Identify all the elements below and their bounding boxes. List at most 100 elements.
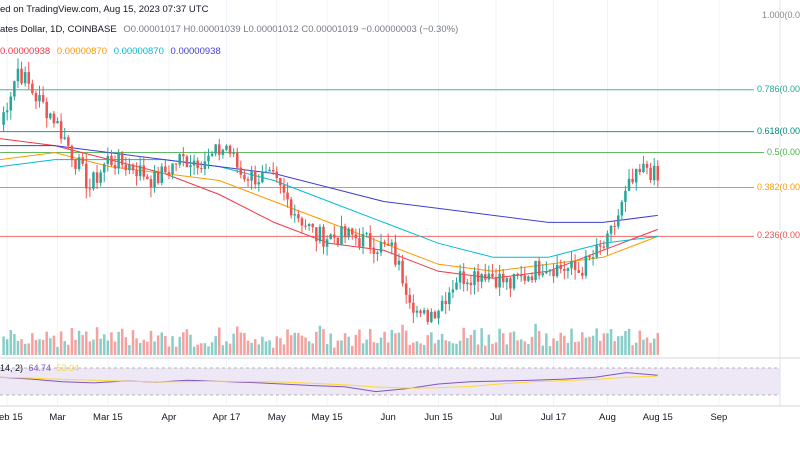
candle-body bbox=[81, 157, 84, 164]
volume-bar bbox=[311, 343, 314, 355]
x-tick-label: Aug 15 bbox=[642, 412, 673, 423]
candle-body bbox=[110, 155, 113, 166]
x-tick-label: May 15 bbox=[311, 412, 343, 423]
volume-bar bbox=[250, 342, 253, 355]
ma-red-value: 0.00000938 bbox=[0, 46, 51, 57]
volume-bar bbox=[548, 346, 552, 355]
volume-bar bbox=[404, 330, 408, 355]
volume-bar bbox=[16, 340, 20, 355]
candle-body bbox=[232, 152, 235, 154]
volume-bar bbox=[354, 334, 358, 355]
candle-body bbox=[624, 190, 627, 202]
volume-bar bbox=[545, 333, 548, 355]
candle-body bbox=[246, 179, 250, 181]
volume-bar bbox=[379, 337, 383, 355]
candle-body bbox=[160, 166, 164, 184]
x-tick-label: Jul 17 bbox=[540, 412, 567, 423]
volume-bar bbox=[20, 339, 23, 355]
volume-bar bbox=[394, 333, 397, 355]
volume-bar bbox=[322, 329, 325, 355]
volume-bar bbox=[519, 339, 523, 355]
candle-body bbox=[31, 83, 34, 94]
volume-bar bbox=[537, 330, 541, 355]
volume-bar bbox=[92, 339, 95, 355]
candle-body bbox=[516, 273, 519, 277]
volume-bar bbox=[124, 337, 128, 355]
volume-bar bbox=[645, 337, 649, 355]
volume-bar bbox=[160, 332, 164, 355]
candle-body bbox=[347, 228, 350, 238]
rsi-pane bbox=[0, 372, 658, 393]
volume-bar bbox=[649, 342, 652, 355]
candle-body bbox=[135, 170, 138, 177]
volume-bar bbox=[77, 330, 81, 355]
candle-body bbox=[279, 177, 282, 186]
volume-bar bbox=[473, 329, 476, 355]
candle-body bbox=[149, 179, 153, 187]
volume-bar bbox=[203, 343, 207, 355]
header-symbol: ates Dollar, 1D, COINBASE bbox=[0, 24, 117, 35]
volume-bar bbox=[501, 333, 505, 355]
volume-bar bbox=[555, 340, 559, 355]
candle-body bbox=[422, 310, 426, 314]
candle-body bbox=[599, 245, 602, 247]
volume-bar bbox=[333, 347, 336, 355]
candle-body bbox=[171, 163, 174, 175]
candle-body bbox=[23, 72, 27, 84]
candle-body bbox=[189, 165, 192, 168]
candle-body bbox=[156, 171, 160, 184]
candle-body bbox=[261, 172, 264, 183]
volume-bar bbox=[422, 345, 426, 355]
candle-body bbox=[77, 157, 81, 170]
volume-bar bbox=[214, 336, 217, 355]
volume-bar bbox=[138, 342, 142, 355]
volume-bar bbox=[41, 339, 45, 355]
rsi-line bbox=[0, 372, 658, 393]
candle-body bbox=[9, 96, 13, 111]
candle-body bbox=[523, 275, 527, 281]
volume-bar bbox=[268, 340, 271, 355]
volume-bar bbox=[390, 329, 394, 355]
volume-bar bbox=[253, 339, 257, 355]
volume-bar bbox=[534, 323, 537, 355]
volume-bar bbox=[271, 347, 275, 355]
candle-body bbox=[41, 95, 45, 102]
candle-body bbox=[462, 271, 465, 285]
volume-bar bbox=[444, 340, 447, 355]
volume-bar bbox=[196, 344, 199, 355]
candle-body bbox=[311, 224, 314, 228]
volume-bar bbox=[110, 332, 113, 355]
x-tick-label: Apr bbox=[161, 412, 177, 423]
candle-body bbox=[573, 261, 577, 270]
candle-body bbox=[642, 163, 645, 173]
volume-bar bbox=[146, 341, 149, 355]
volume-bar bbox=[527, 343, 530, 355]
candle-body bbox=[38, 95, 41, 102]
header-line-1b: ates Dollar, 1D, COINBASE O0.00001017 H0… bbox=[0, 24, 458, 36]
candle-body bbox=[92, 172, 95, 189]
candle-body bbox=[225, 145, 228, 150]
volume-bar bbox=[372, 342, 376, 355]
volume-bar bbox=[609, 329, 613, 355]
x-tick-label: Aug bbox=[599, 412, 616, 423]
candle-body bbox=[606, 233, 609, 248]
volume-bar bbox=[343, 333, 347, 355]
volume-bar bbox=[74, 339, 77, 355]
volume-bar bbox=[200, 343, 203, 355]
volume-bar bbox=[13, 334, 16, 355]
candle-body bbox=[275, 171, 279, 178]
candle-body bbox=[444, 300, 447, 305]
header-source: ed on TradingView.com, Aug 15, 2023 07:3… bbox=[0, 4, 209, 15]
candle-body bbox=[563, 269, 566, 272]
candle-body bbox=[221, 149, 225, 155]
x-tick-label: May bbox=[267, 412, 286, 423]
volume-bar bbox=[505, 344, 509, 355]
candle-body bbox=[537, 260, 541, 276]
candle-body bbox=[142, 165, 146, 177]
candle-body bbox=[271, 169, 275, 172]
volume-bar bbox=[120, 328, 124, 355]
candle-body bbox=[268, 169, 271, 172]
candle-body bbox=[239, 167, 243, 175]
candle-body bbox=[656, 165, 660, 181]
